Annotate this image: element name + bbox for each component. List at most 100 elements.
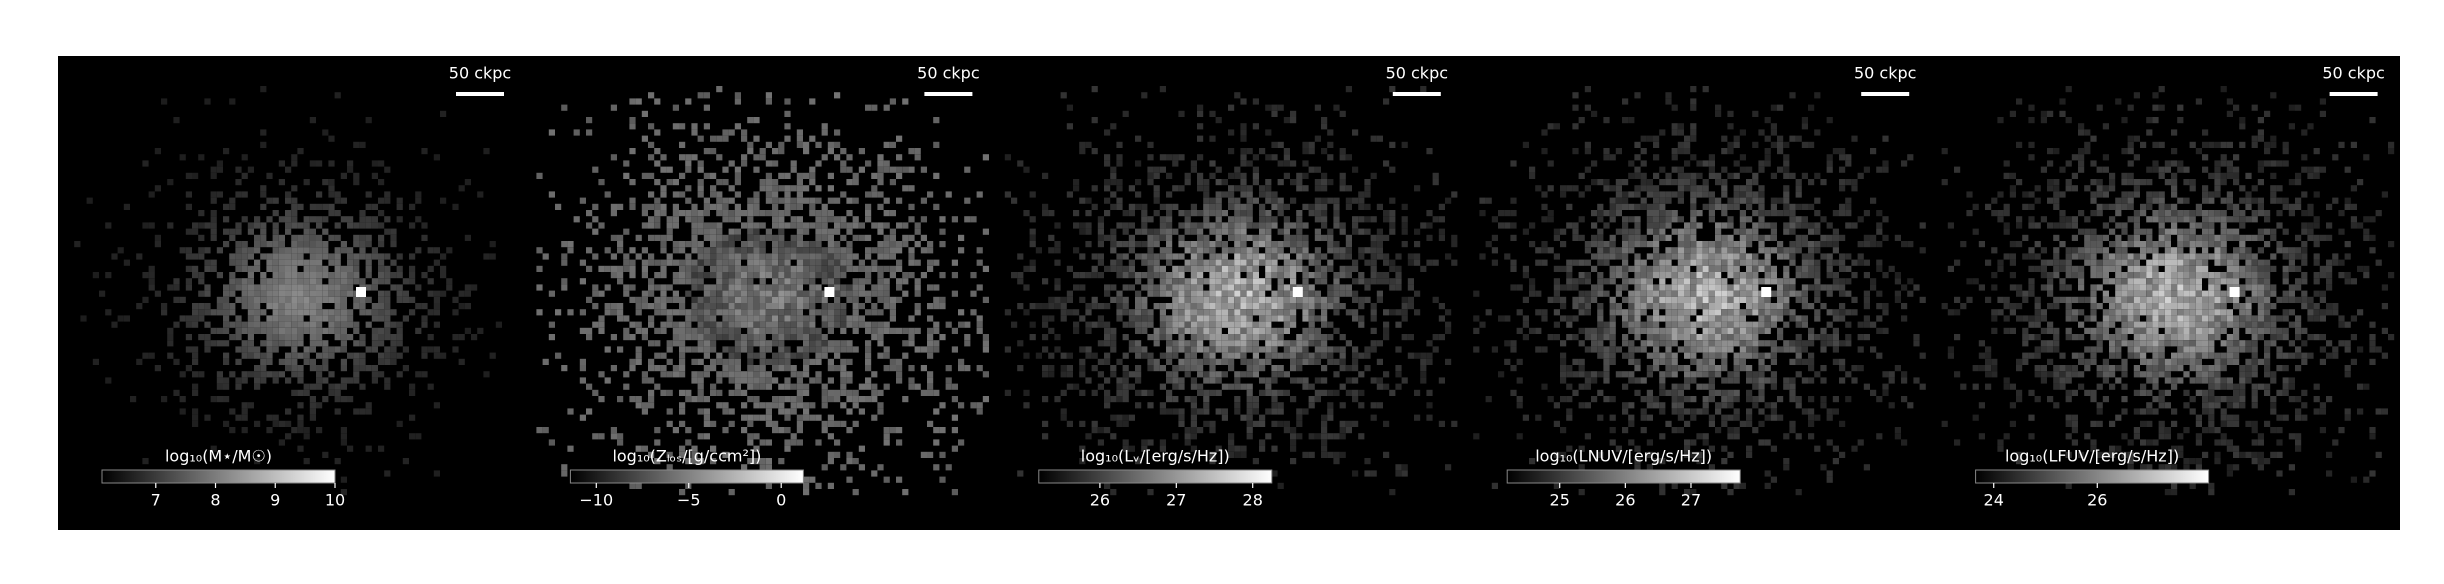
pixel xyxy=(679,389,686,396)
pixel xyxy=(1085,197,1092,204)
pixel xyxy=(896,284,903,291)
pixel xyxy=(1029,303,1036,310)
pixel xyxy=(1826,265,1833,272)
pixel xyxy=(1383,371,1390,378)
pixel xyxy=(1321,265,1328,272)
pixel xyxy=(1420,371,1427,378)
pixel xyxy=(1370,259,1377,266)
pixel xyxy=(846,346,853,353)
pixel xyxy=(334,303,341,310)
pixel xyxy=(210,197,217,204)
pixel xyxy=(1721,247,1728,254)
pixel xyxy=(536,309,543,316)
pixel xyxy=(598,222,605,229)
pixel xyxy=(716,327,723,334)
pixel xyxy=(722,234,729,241)
pixel xyxy=(1572,278,1579,285)
pixel xyxy=(784,284,791,291)
pixel xyxy=(896,241,903,248)
pixel xyxy=(753,377,760,384)
pixel xyxy=(1234,290,1241,297)
pixel xyxy=(1339,420,1346,427)
pixel xyxy=(1832,284,1839,291)
pixel xyxy=(1215,210,1222,217)
pixel xyxy=(260,253,267,260)
pixel xyxy=(1659,203,1666,210)
pixel xyxy=(1172,315,1179,322)
pixel xyxy=(734,278,741,285)
pixel xyxy=(852,197,859,204)
pixel xyxy=(353,241,360,248)
pixel xyxy=(278,179,285,186)
pixel xyxy=(192,321,199,328)
pixel xyxy=(741,290,748,297)
pixel xyxy=(1758,241,1765,248)
pixel xyxy=(390,346,397,353)
pixel xyxy=(334,290,341,297)
pixel xyxy=(927,241,934,248)
pixel xyxy=(592,166,599,173)
pixel xyxy=(871,389,878,396)
pixel xyxy=(1122,445,1129,452)
pixel xyxy=(1085,272,1092,279)
pixel xyxy=(359,296,366,303)
pixel xyxy=(1659,191,1666,198)
pixel xyxy=(1184,315,1191,322)
pixel xyxy=(765,210,772,217)
pixel xyxy=(883,327,890,334)
pixel xyxy=(617,272,624,279)
pixel xyxy=(1172,340,1179,347)
pixel xyxy=(1277,241,1284,248)
pixel xyxy=(710,234,717,241)
pixel xyxy=(896,427,903,434)
pixel xyxy=(402,296,409,303)
pixel xyxy=(1832,241,1839,248)
pixel xyxy=(241,327,248,334)
pixel xyxy=(883,166,890,173)
pixel xyxy=(260,352,267,359)
pixel xyxy=(548,191,555,198)
pixel xyxy=(1153,259,1160,266)
pixel xyxy=(964,216,971,223)
pixel xyxy=(1504,222,1511,229)
pixel xyxy=(198,309,205,316)
pixel xyxy=(728,284,735,291)
pixel xyxy=(291,321,298,328)
pixel xyxy=(827,396,834,403)
pixel xyxy=(1808,104,1815,111)
pixel xyxy=(1178,253,1185,260)
pixel xyxy=(896,197,903,204)
pixel xyxy=(353,352,360,359)
pixel xyxy=(1376,272,1383,279)
pixel xyxy=(1739,185,1746,192)
pixel xyxy=(1609,241,1616,248)
pixel xyxy=(291,346,298,353)
pixel xyxy=(260,296,267,303)
pixel xyxy=(309,241,316,248)
pixel xyxy=(586,334,593,341)
pixel xyxy=(1708,241,1715,248)
pixel xyxy=(285,191,292,198)
pixel xyxy=(1290,439,1297,446)
pixel xyxy=(1721,148,1728,155)
pixel xyxy=(1504,210,1511,217)
pixel xyxy=(1696,191,1703,198)
pixel xyxy=(1197,358,1204,365)
pixel xyxy=(753,191,760,198)
pixel xyxy=(970,309,977,316)
pixel xyxy=(1234,321,1241,328)
pixel xyxy=(328,327,335,334)
pixel xyxy=(1184,241,1191,248)
pixel xyxy=(1684,278,1691,285)
pixel xyxy=(765,377,772,384)
pixel xyxy=(1197,154,1204,161)
pixel xyxy=(1190,160,1197,167)
pixel xyxy=(778,278,785,285)
pixel xyxy=(1042,420,1049,427)
pixel xyxy=(1789,222,1796,229)
pixel xyxy=(378,179,385,186)
pixel xyxy=(142,222,149,229)
pixel xyxy=(1801,272,1808,279)
pixel xyxy=(1308,203,1315,210)
pixel xyxy=(691,265,698,272)
